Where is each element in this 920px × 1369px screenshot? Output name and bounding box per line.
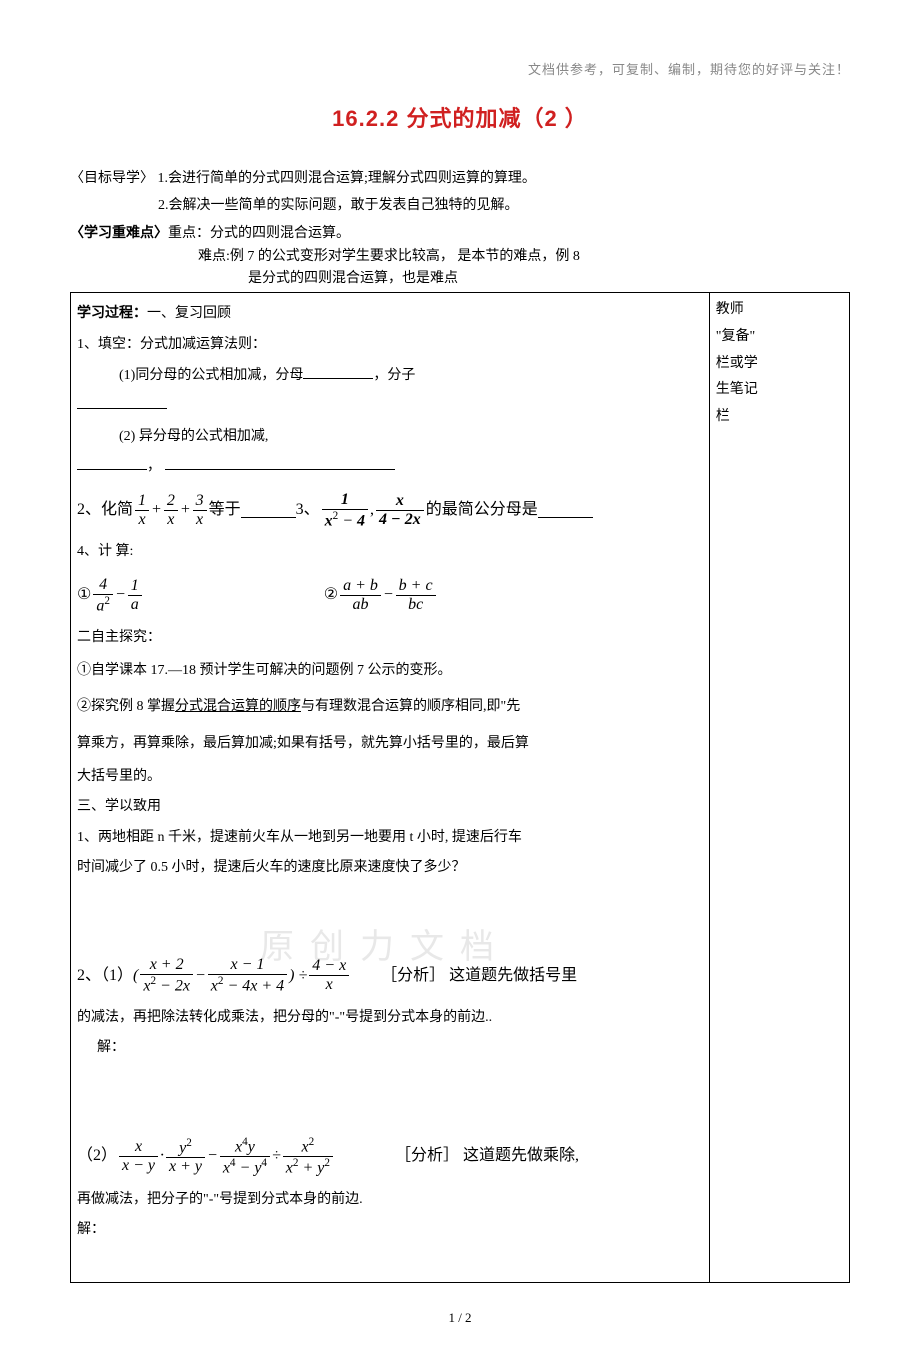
keypoints-line1: 〈学习重难点〉重点：分式的四则混合运算。 <box>70 223 850 245</box>
q3-mid: 的最简公分母是 <box>426 497 538 523</box>
p3-label: （2） <box>77 1143 117 1169</box>
comma: ， <box>147 459 161 474</box>
s2-2b: 与有理数混合运算的顺序相同,即"先 <box>301 699 520 714</box>
p3-line2: 再做减法，把分子的"-"号提到分式本身的前边. <box>77 1187 703 1214</box>
sec1-title: 一、复习回顾 <box>147 306 231 321</box>
solve1: 解： <box>77 1035 703 1062</box>
plus: + <box>180 497 191 523</box>
circ2: ② <box>324 582 338 608</box>
sidebar-cell: 教师 "复备" 栏或学 生笔记 栏 <box>709 293 849 1282</box>
s2-3: 算乘方，再算乘除，最后算加减;如果有括号，就先算小括号里的，最后算 <box>77 728 703 760</box>
blank <box>165 456 395 470</box>
blank <box>303 365 373 379</box>
s2-1: ①自学课本 17.—18 预计学生可解决的问题例 7 公示的变形。 <box>77 655 703 687</box>
sec3-title: 三、学以致用 <box>77 794 703 821</box>
objectives-label: 〈目标导学〉 <box>70 171 154 186</box>
frac-4-a2: 4a2 <box>93 576 113 615</box>
objectives-item1: 1.会进行简单的分式四则混合运算;理解分式四则运算的算理。 <box>158 171 536 186</box>
p3-row: （2） xx − y · y2x + y − x4yx4 − y4 ÷ x2x2… <box>77 1136 703 1177</box>
section1-header: 学习过程：一、复习回顾 <box>77 301 703 328</box>
circ1: ① <box>77 582 91 608</box>
sec2-title: 二自主探究： <box>77 625 703 652</box>
s2-2u: 分式混合运算的顺序 <box>175 699 301 714</box>
q2-q3-row: 2、化简 1x + 2x + 3x 等于 3、 1x2 − 4 , x4 − 2… <box>77 491 703 530</box>
sidebar-l2: "复备" <box>716 324 843 351</box>
minus: − <box>207 1143 218 1169</box>
blank <box>77 456 147 470</box>
q4: 4、计 算: <box>77 539 703 566</box>
sidebar-l1: 教师 <box>716 297 843 324</box>
minus: − <box>115 582 126 608</box>
q1-1-blank2 <box>77 393 703 420</box>
frac-p2b: x − 1x2 − 4x + 4 <box>208 956 287 995</box>
header-note: 文档供参考，可复制、编制，期待您的好评与关注！ <box>70 60 850 81</box>
keypoints-label: 〈学习重难点〉 <box>70 226 168 241</box>
blank <box>538 502 593 518</box>
sidebar-l4: 生笔记 <box>716 377 843 404</box>
q1-2: (2) 异分母的公式相加减, <box>77 424 703 451</box>
solve2: 解： <box>77 1217 703 1244</box>
main-table: 学习过程：一、复习回顾 1、填空：分式加减运算法则： (1)同分母的公式相加减，… <box>70 292 850 1282</box>
keypoints-key: 重点：分式的四则混合运算。 <box>168 226 350 241</box>
objectives-line1: 〈目标导学〉 1.会进行简单的分式四则混合运算;理解分式四则运算的算理。 <box>70 166 850 193</box>
frac-1-a: 1a <box>128 577 142 613</box>
minus: − <box>195 963 206 989</box>
sidebar-l3: 栏或学 <box>716 351 843 378</box>
frac-q3a: 1x2 − 4 <box>322 491 368 530</box>
keypoints-block: 〈学习重难点〉重点：分式的四则混合运算。 难点:例 7 的公式变形对学生要求比较… <box>70 223 850 290</box>
lparen: ( <box>133 963 138 989</box>
s2-4: 大括号里的。 <box>77 764 703 791</box>
process-label: 学习过程： <box>77 306 147 321</box>
q1: 1、填空：分式加减运算法则： <box>77 332 703 359</box>
q4-expressions: ① 4a2 − 1a ② a + bab − b + cbc <box>77 576 703 615</box>
q1-1-text: (1)同分母的公式相加减，分母 <box>119 368 303 383</box>
p3-hint: ［分析］ 这道题先做乘除, <box>395 1143 579 1169</box>
frac-bc: b + cbc <box>396 577 436 613</box>
q2-pre: 2、化简 <box>77 497 133 523</box>
spacer <box>77 886 703 946</box>
frac-3-x: 3x <box>193 492 207 528</box>
frac-p3b: y2x + y <box>166 1137 205 1176</box>
content-cell: 学习过程：一、复习回顾 1、填空：分式加减运算法则： (1)同分母的公式相加减，… <box>71 293 710 1282</box>
comma2: , <box>370 497 374 523</box>
sidebar-l5: 栏 <box>716 404 843 431</box>
q3-pre: 3、 <box>296 497 320 523</box>
spacer <box>77 1066 703 1126</box>
frac-q3b: x4 − 2x <box>376 492 424 528</box>
keypoints-diff1: 难点:例 7 的公式变形对学生要求比较高， 是本节的难点，例 8 <box>70 246 850 268</box>
frac-1-x: 1x <box>135 492 149 528</box>
spacer <box>77 1248 703 1278</box>
frac-p3a: xx − y <box>119 1138 158 1174</box>
p2-label: 2、（1） <box>77 963 133 989</box>
div: ÷ <box>272 1143 281 1169</box>
page-number: 1 / 2 <box>70 1308 850 1329</box>
p1a: 1、两地相距 n 千米，提速前火车从一地到另一地要用 t 小时, 提速后行车 <box>77 825 703 852</box>
frac-p2c: 4 − xx <box>309 957 349 993</box>
q1-1: (1)同分母的公式相加减，分母 ，分子 <box>77 363 703 390</box>
p2-row: 2、（1） ( x + 2x2 − 2x − x − 1x2 − 4x + 4 … <box>77 956 703 995</box>
rparen-div: ) ÷ <box>289 963 307 989</box>
q1-1b: ，分子 <box>373 368 415 383</box>
blank <box>241 502 296 518</box>
s2-2a: ②探究例 8 掌握 <box>77 699 175 714</box>
p2-line2: 的减法，再把除法转化成乘法，把分母的"-"号提到分式本身的前边.. <box>77 1005 703 1032</box>
keypoints-diff2: 是分式的四则混合运算，也是难点 <box>70 268 850 290</box>
objectives-block: 〈目标导学〉 1.会进行简单的分式四则混合运算;理解分式四则运算的算理。 2.会… <box>70 166 850 219</box>
frac-p3d: x2x2 + y2 <box>283 1136 333 1177</box>
p2-hint: ［分析］ 这道题先做括号里 <box>381 963 577 989</box>
page-title: 16.2.2 分式的加减（2 ） <box>70 101 850 136</box>
minus: − <box>383 582 394 608</box>
plus: + <box>151 497 162 523</box>
frac-ab: a + bab <box>340 577 381 613</box>
frac-p2a: x + 2x2 − 2x <box>140 956 193 995</box>
q1-2-blanks: ， <box>77 454 703 481</box>
objectives-item2: 2.会解决一些简单的实际问题，敢于发表自己独特的见解。 <box>70 193 850 220</box>
s2-2: ②探究例 8 掌握分式混合运算的顺序与有理数混合运算的顺序相同,即"先 <box>77 691 703 723</box>
frac-p3c: x4yx4 − y4 <box>220 1136 270 1177</box>
frac-2-x: 2x <box>164 492 178 528</box>
q2-mid: 等于 <box>209 497 241 523</box>
blank <box>77 395 167 409</box>
dot: · <box>160 1143 164 1169</box>
p1b: 时间减少了 0.5 小时，提速后火车的速度比原来速度快了多少？ <box>77 855 703 882</box>
